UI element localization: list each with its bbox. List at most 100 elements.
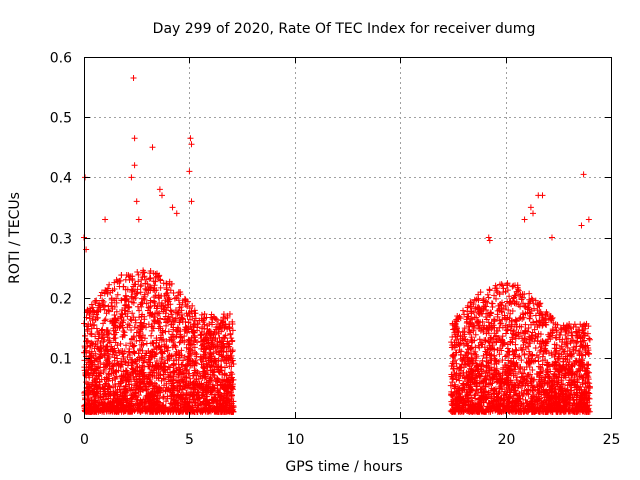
data-point [91, 321, 98, 328]
y-tick-label: 0 [63, 412, 72, 428]
data-point [186, 168, 193, 175]
data-point [486, 237, 493, 244]
data-point [98, 289, 105, 296]
data-point [130, 75, 137, 82]
data-point [218, 358, 225, 365]
x-tick-label: 5 [185, 432, 194, 448]
data-point [530, 210, 537, 217]
x-tick-label: 0 [80, 432, 89, 448]
data-point [173, 210, 180, 217]
data-point [489, 304, 496, 311]
data-point [569, 332, 576, 339]
data-point [585, 361, 592, 368]
data-point [89, 393, 96, 400]
data-point [138, 281, 145, 288]
data-point [186, 370, 193, 377]
data-point [189, 302, 196, 309]
data-point [161, 382, 168, 389]
data-point [128, 327, 135, 334]
data-point [586, 336, 593, 343]
data-point [168, 308, 175, 315]
data-point [148, 332, 155, 339]
x-tick-label: 10 [287, 432, 305, 448]
data-point [100, 320, 107, 327]
data-point [170, 290, 177, 297]
data-point [527, 204, 534, 211]
data-point [167, 307, 174, 314]
data-point [192, 310, 199, 317]
data-point [118, 272, 125, 279]
data-point [174, 310, 181, 317]
x-tick-labels: 0 5 10 15 20 25 [80, 432, 620, 448]
data-point [136, 307, 143, 314]
data-point [121, 302, 128, 309]
data-point [135, 216, 142, 223]
data-point [130, 348, 137, 355]
data-point [129, 310, 136, 317]
data-point [178, 347, 185, 354]
data-point [149, 144, 156, 151]
data-point [157, 315, 164, 322]
data-point [187, 342, 194, 349]
data-point [101, 317, 108, 324]
data-point [116, 386, 123, 393]
data-point [571, 321, 578, 328]
data-point [450, 365, 457, 372]
data-point [447, 382, 454, 389]
x-tick-label: 25 [603, 432, 621, 448]
chart-title: Day 299 of 2020, Rate Of TEC Index for r… [153, 21, 536, 37]
data-point [162, 328, 169, 335]
data-point [163, 290, 170, 297]
data-point [132, 294, 139, 301]
data-point [467, 336, 474, 343]
data-point [153, 358, 160, 365]
data-point [219, 338, 226, 345]
data-points [81, 75, 593, 415]
data-point [97, 292, 104, 299]
data-point [84, 328, 91, 335]
data-point [533, 318, 540, 325]
x-axis-label: GPS time / hours [285, 459, 402, 475]
data-point [585, 216, 592, 223]
data-point [183, 310, 190, 317]
data-point [141, 269, 148, 276]
data-point [160, 394, 167, 401]
y-tick-label: 0.5 [50, 111, 72, 127]
data-point [184, 313, 191, 320]
data-point [106, 281, 113, 288]
data-point [171, 369, 178, 376]
data-point [460, 307, 467, 314]
y-tick-label: 0.1 [50, 352, 72, 368]
data-point [456, 377, 463, 384]
y-tick-labels: 00.10.20.30.40.50.6 [50, 51, 72, 428]
data-point [181, 373, 188, 380]
data-point [128, 317, 135, 324]
data-point [485, 234, 492, 241]
data-point [191, 307, 198, 314]
data-point [460, 381, 467, 388]
data-point [131, 162, 138, 169]
data-point [160, 280, 167, 287]
data-point [187, 135, 194, 142]
data-point [104, 326, 111, 333]
data-point [113, 361, 120, 368]
data-point [539, 192, 546, 199]
data-point [152, 278, 159, 285]
data-point [111, 303, 118, 310]
data-point [157, 349, 164, 356]
data-point [220, 311, 227, 318]
x-tick-label: 20 [498, 432, 516, 448]
data-point [110, 368, 117, 375]
data-point [157, 284, 164, 291]
data-point [167, 287, 174, 294]
data-point [133, 338, 140, 345]
data-point [229, 327, 236, 334]
data-point [143, 300, 150, 307]
data-point [580, 171, 587, 178]
data-point [130, 343, 137, 350]
y-tick-label: 0.6 [50, 51, 72, 67]
data-point [157, 334, 164, 341]
y-tick-label: 0.4 [50, 171, 72, 187]
data-point [578, 222, 585, 229]
